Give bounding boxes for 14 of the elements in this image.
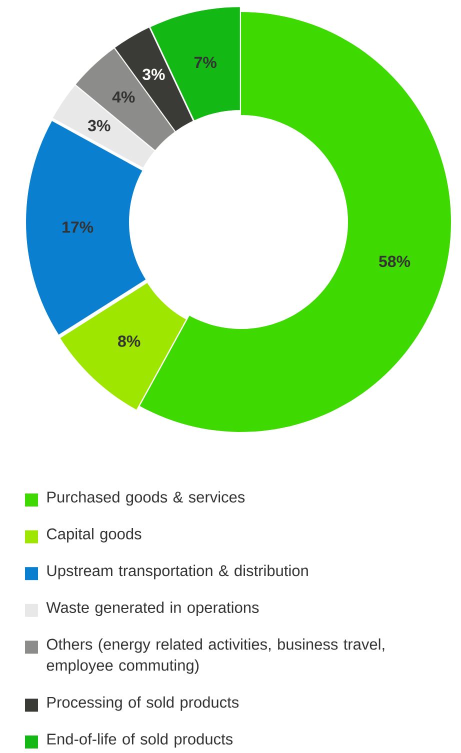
legend-label: Others (energy related activities, business travel, employee commuting) bbox=[46, 638, 384, 674]
data-label: 3% bbox=[88, 120, 110, 132]
legend-label: Processing of sold products bbox=[47, 696, 239, 711]
data-label: 7% bbox=[194, 56, 216, 68]
data-label: 8% bbox=[118, 336, 140, 347]
legend-label: End-of-life of sold products bbox=[47, 733, 233, 748]
legend-label: Upstream transportation & distribution bbox=[47, 564, 308, 580]
data-label: 58% bbox=[378, 256, 410, 268]
data-label: 4% bbox=[112, 91, 135, 103]
legend-label: Capital goods bbox=[46, 528, 142, 542]
legend-label: Purchased goods & services bbox=[47, 491, 245, 506]
legend-label: Waste generated in operations bbox=[46, 602, 259, 616]
data-label: 3% bbox=[142, 68, 165, 80]
data-label: 17% bbox=[62, 222, 94, 233]
